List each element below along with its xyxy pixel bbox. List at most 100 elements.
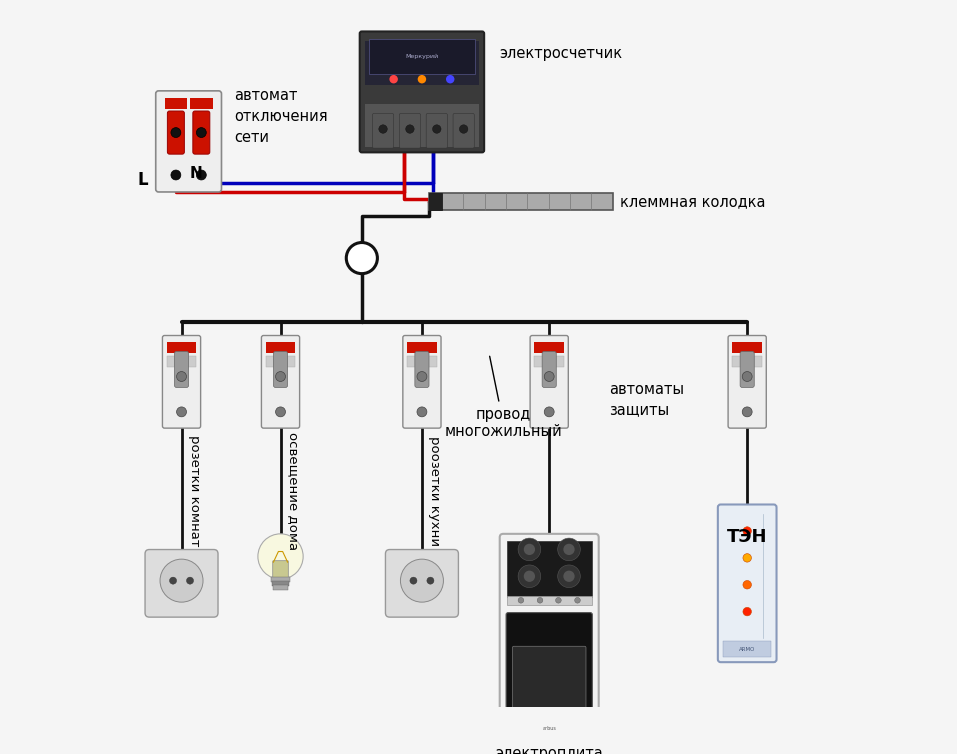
Circle shape xyxy=(523,544,535,555)
Text: провод
многожильный: провод многожильный xyxy=(444,356,562,439)
Text: N: N xyxy=(189,166,202,181)
Circle shape xyxy=(177,372,187,382)
FancyBboxPatch shape xyxy=(167,111,185,154)
Circle shape xyxy=(417,372,427,382)
Bar xyxy=(266,342,296,353)
Bar xyxy=(167,342,196,353)
FancyBboxPatch shape xyxy=(174,351,189,388)
Bar xyxy=(190,98,212,109)
Circle shape xyxy=(410,577,417,584)
Circle shape xyxy=(276,372,285,382)
Bar xyxy=(507,541,591,597)
FancyBboxPatch shape xyxy=(500,534,599,739)
Circle shape xyxy=(564,544,574,555)
Circle shape xyxy=(558,565,580,587)
Circle shape xyxy=(523,571,535,582)
FancyBboxPatch shape xyxy=(542,351,556,388)
FancyBboxPatch shape xyxy=(426,114,447,148)
FancyBboxPatch shape xyxy=(273,561,288,580)
FancyBboxPatch shape xyxy=(372,114,393,148)
Circle shape xyxy=(743,553,751,562)
Circle shape xyxy=(177,407,187,417)
Bar xyxy=(266,356,296,367)
Bar xyxy=(429,193,612,210)
Circle shape xyxy=(389,75,398,84)
Bar xyxy=(534,356,564,367)
Bar xyxy=(167,356,196,367)
FancyBboxPatch shape xyxy=(156,91,221,192)
Circle shape xyxy=(564,571,574,582)
Text: L: L xyxy=(138,171,148,189)
FancyBboxPatch shape xyxy=(163,336,201,428)
Circle shape xyxy=(558,538,580,561)
Circle shape xyxy=(545,407,554,417)
Text: arbus: arbus xyxy=(543,726,556,731)
Bar xyxy=(407,356,436,367)
Circle shape xyxy=(187,577,193,584)
Circle shape xyxy=(427,577,434,584)
Text: освещение дома: освещение дома xyxy=(287,431,300,550)
Circle shape xyxy=(459,125,468,133)
Circle shape xyxy=(196,170,207,180)
Circle shape xyxy=(743,608,751,616)
FancyBboxPatch shape xyxy=(530,336,568,428)
Text: розетки комнат: розетки комнат xyxy=(188,435,201,547)
FancyBboxPatch shape xyxy=(728,336,767,428)
Circle shape xyxy=(433,125,441,133)
Circle shape xyxy=(743,527,751,535)
Bar xyxy=(732,356,762,367)
Circle shape xyxy=(257,534,303,579)
Circle shape xyxy=(446,75,455,84)
Text: автомат
отключения
сети: автомат отключения сети xyxy=(234,88,328,146)
Text: электроплита: электроплита xyxy=(496,746,603,754)
FancyBboxPatch shape xyxy=(145,550,218,617)
Circle shape xyxy=(537,597,543,603)
FancyBboxPatch shape xyxy=(512,646,586,709)
Circle shape xyxy=(574,597,580,603)
Text: клеммная колодка: клеммная колодка xyxy=(620,194,766,209)
FancyBboxPatch shape xyxy=(506,612,592,720)
Bar xyxy=(273,585,288,590)
Circle shape xyxy=(379,125,388,133)
Text: ТЭН: ТЭН xyxy=(727,529,768,547)
Bar xyxy=(165,98,188,109)
FancyBboxPatch shape xyxy=(740,351,754,388)
Text: автоматы
защиты: автоматы защиты xyxy=(610,382,684,417)
FancyBboxPatch shape xyxy=(274,351,288,388)
FancyBboxPatch shape xyxy=(193,111,210,154)
Circle shape xyxy=(171,127,181,137)
Circle shape xyxy=(518,565,541,587)
Bar xyxy=(507,596,591,605)
Circle shape xyxy=(400,559,443,602)
FancyBboxPatch shape xyxy=(403,336,441,428)
Circle shape xyxy=(556,597,561,603)
Bar xyxy=(272,581,289,586)
Bar xyxy=(366,41,478,85)
Text: Меркурий: Меркурий xyxy=(406,54,438,59)
FancyBboxPatch shape xyxy=(453,114,475,148)
FancyBboxPatch shape xyxy=(261,336,300,428)
Bar xyxy=(723,641,771,657)
Circle shape xyxy=(743,581,751,589)
FancyBboxPatch shape xyxy=(360,32,484,152)
Circle shape xyxy=(417,407,427,417)
Circle shape xyxy=(518,538,541,561)
Circle shape xyxy=(160,559,203,602)
Circle shape xyxy=(196,127,207,137)
Circle shape xyxy=(518,597,523,603)
Text: ARMO: ARMO xyxy=(739,647,755,652)
FancyBboxPatch shape xyxy=(718,504,776,662)
Bar xyxy=(534,342,564,353)
Circle shape xyxy=(276,407,285,417)
Bar xyxy=(272,577,290,582)
Circle shape xyxy=(346,243,377,274)
Circle shape xyxy=(743,372,752,382)
Circle shape xyxy=(545,372,554,382)
Circle shape xyxy=(406,125,414,133)
Circle shape xyxy=(171,170,181,180)
Circle shape xyxy=(169,577,177,584)
Bar xyxy=(407,342,436,353)
Circle shape xyxy=(417,75,426,84)
Bar xyxy=(368,39,475,74)
FancyBboxPatch shape xyxy=(399,114,420,148)
